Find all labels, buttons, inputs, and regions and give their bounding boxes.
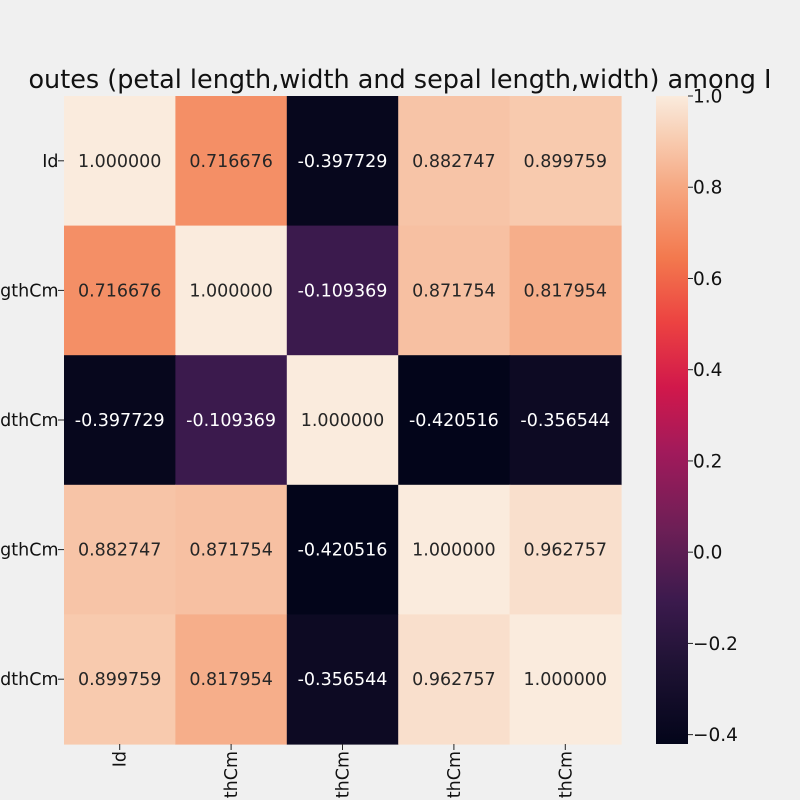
heatmap-cell: [175, 225, 288, 356]
cell-value-label: 0.899759: [524, 152, 608, 172]
heatmap-cell: [175, 355, 288, 486]
cell-value-label: 0.817954: [189, 670, 273, 690]
cell-value-label: 1.000000: [524, 670, 608, 690]
colorbar-tick-label: 1.0: [693, 87, 722, 108]
cell-value-label: 0.962757: [524, 541, 608, 561]
colorbar-tick-label: 0.0: [693, 543, 722, 564]
cell-value-label: 0.882747: [78, 541, 162, 561]
cell-value-label: -0.109369: [186, 411, 276, 431]
heatmap-cell: [64, 614, 176, 745]
heatmap-cell: [398, 96, 511, 227]
y-tick-label: dthCm: [0, 670, 58, 690]
heatmap-cell: [509, 614, 622, 745]
cell-value-label: 1.000000: [78, 152, 162, 172]
cell-value-label: 0.882747: [412, 152, 496, 172]
cell-value-label: -0.356544: [298, 670, 388, 690]
cell-value-label: -0.109369: [298, 281, 388, 301]
y-tick-label: gthCm: [0, 541, 58, 561]
heatmap-cell: [64, 225, 176, 356]
heatmap-cell: [286, 355, 399, 486]
heatmap-cell: [175, 484, 288, 615]
y-tick-label: gthCm: [0, 281, 58, 301]
x-tick-label: thCm: [556, 751, 576, 798]
heatmap-cell: [286, 484, 399, 615]
colorbar-tick-label: 0.4: [693, 360, 722, 381]
colorbar-tick-label: −0.2: [693, 634, 738, 655]
cell-value-label: 0.871754: [189, 541, 273, 561]
heatmap-cell: [175, 614, 288, 745]
heatmap-cell: [509, 96, 622, 227]
cell-value-label: -0.356544: [520, 411, 610, 431]
y-tick-label: dthCm: [0, 411, 58, 431]
cell-value-label: 1.000000: [301, 411, 385, 431]
colorbar-tick-label: 0.6: [693, 269, 722, 290]
cell-value-label: 1.000000: [189, 281, 273, 301]
heatmap-cell: [286, 614, 399, 745]
cell-value-label: 1.000000: [412, 541, 496, 561]
y-tick-label: Id: [42, 152, 58, 172]
heatmap-cell: [398, 484, 511, 615]
chart-title: outes (petal length,width and sepal leng…: [28, 65, 771, 95]
heatmap-cell: [286, 225, 399, 356]
x-tick-label: thCm: [222, 751, 242, 798]
heatmap-cell: [398, 225, 511, 356]
heatmap-cell: [509, 484, 622, 615]
cell-value-label: 0.962757: [412, 670, 496, 690]
heatmap-cell: [286, 96, 399, 227]
colorbar-tick-label: 0.8: [693, 178, 722, 199]
heatmap-cell: [64, 484, 176, 615]
heatmap-cell: [509, 355, 622, 486]
cell-value-label: 0.871754: [412, 281, 496, 301]
x-tick-label: thCm: [445, 751, 465, 798]
cell-value-label: -0.420516: [298, 541, 388, 561]
cell-value-label: -0.397729: [298, 152, 388, 172]
cell-value-label: 0.716676: [78, 281, 162, 301]
x-tick-label: Id: [111, 751, 131, 767]
heatmap-cell: [64, 355, 176, 486]
heatmap-cell: [175, 96, 288, 227]
heatmap-cell: [398, 614, 511, 745]
colorbar-tick-label: −0.4: [693, 725, 738, 746]
cell-value-label: -0.420516: [409, 411, 499, 431]
cell-value-label: 0.817954: [524, 281, 608, 301]
cell-value-label: -0.397729: [75, 411, 165, 431]
heatmap-cell: [64, 96, 176, 227]
cell-value-label: 0.716676: [189, 152, 273, 172]
x-tick-label: thCm: [334, 751, 354, 798]
heatmap-cell: [509, 225, 622, 356]
cell-value-label: 0.899759: [78, 670, 162, 690]
colorbar-tick-label: 0.2: [693, 451, 722, 472]
colorbar: [656, 96, 688, 744]
heatmap-cell: [398, 355, 511, 486]
